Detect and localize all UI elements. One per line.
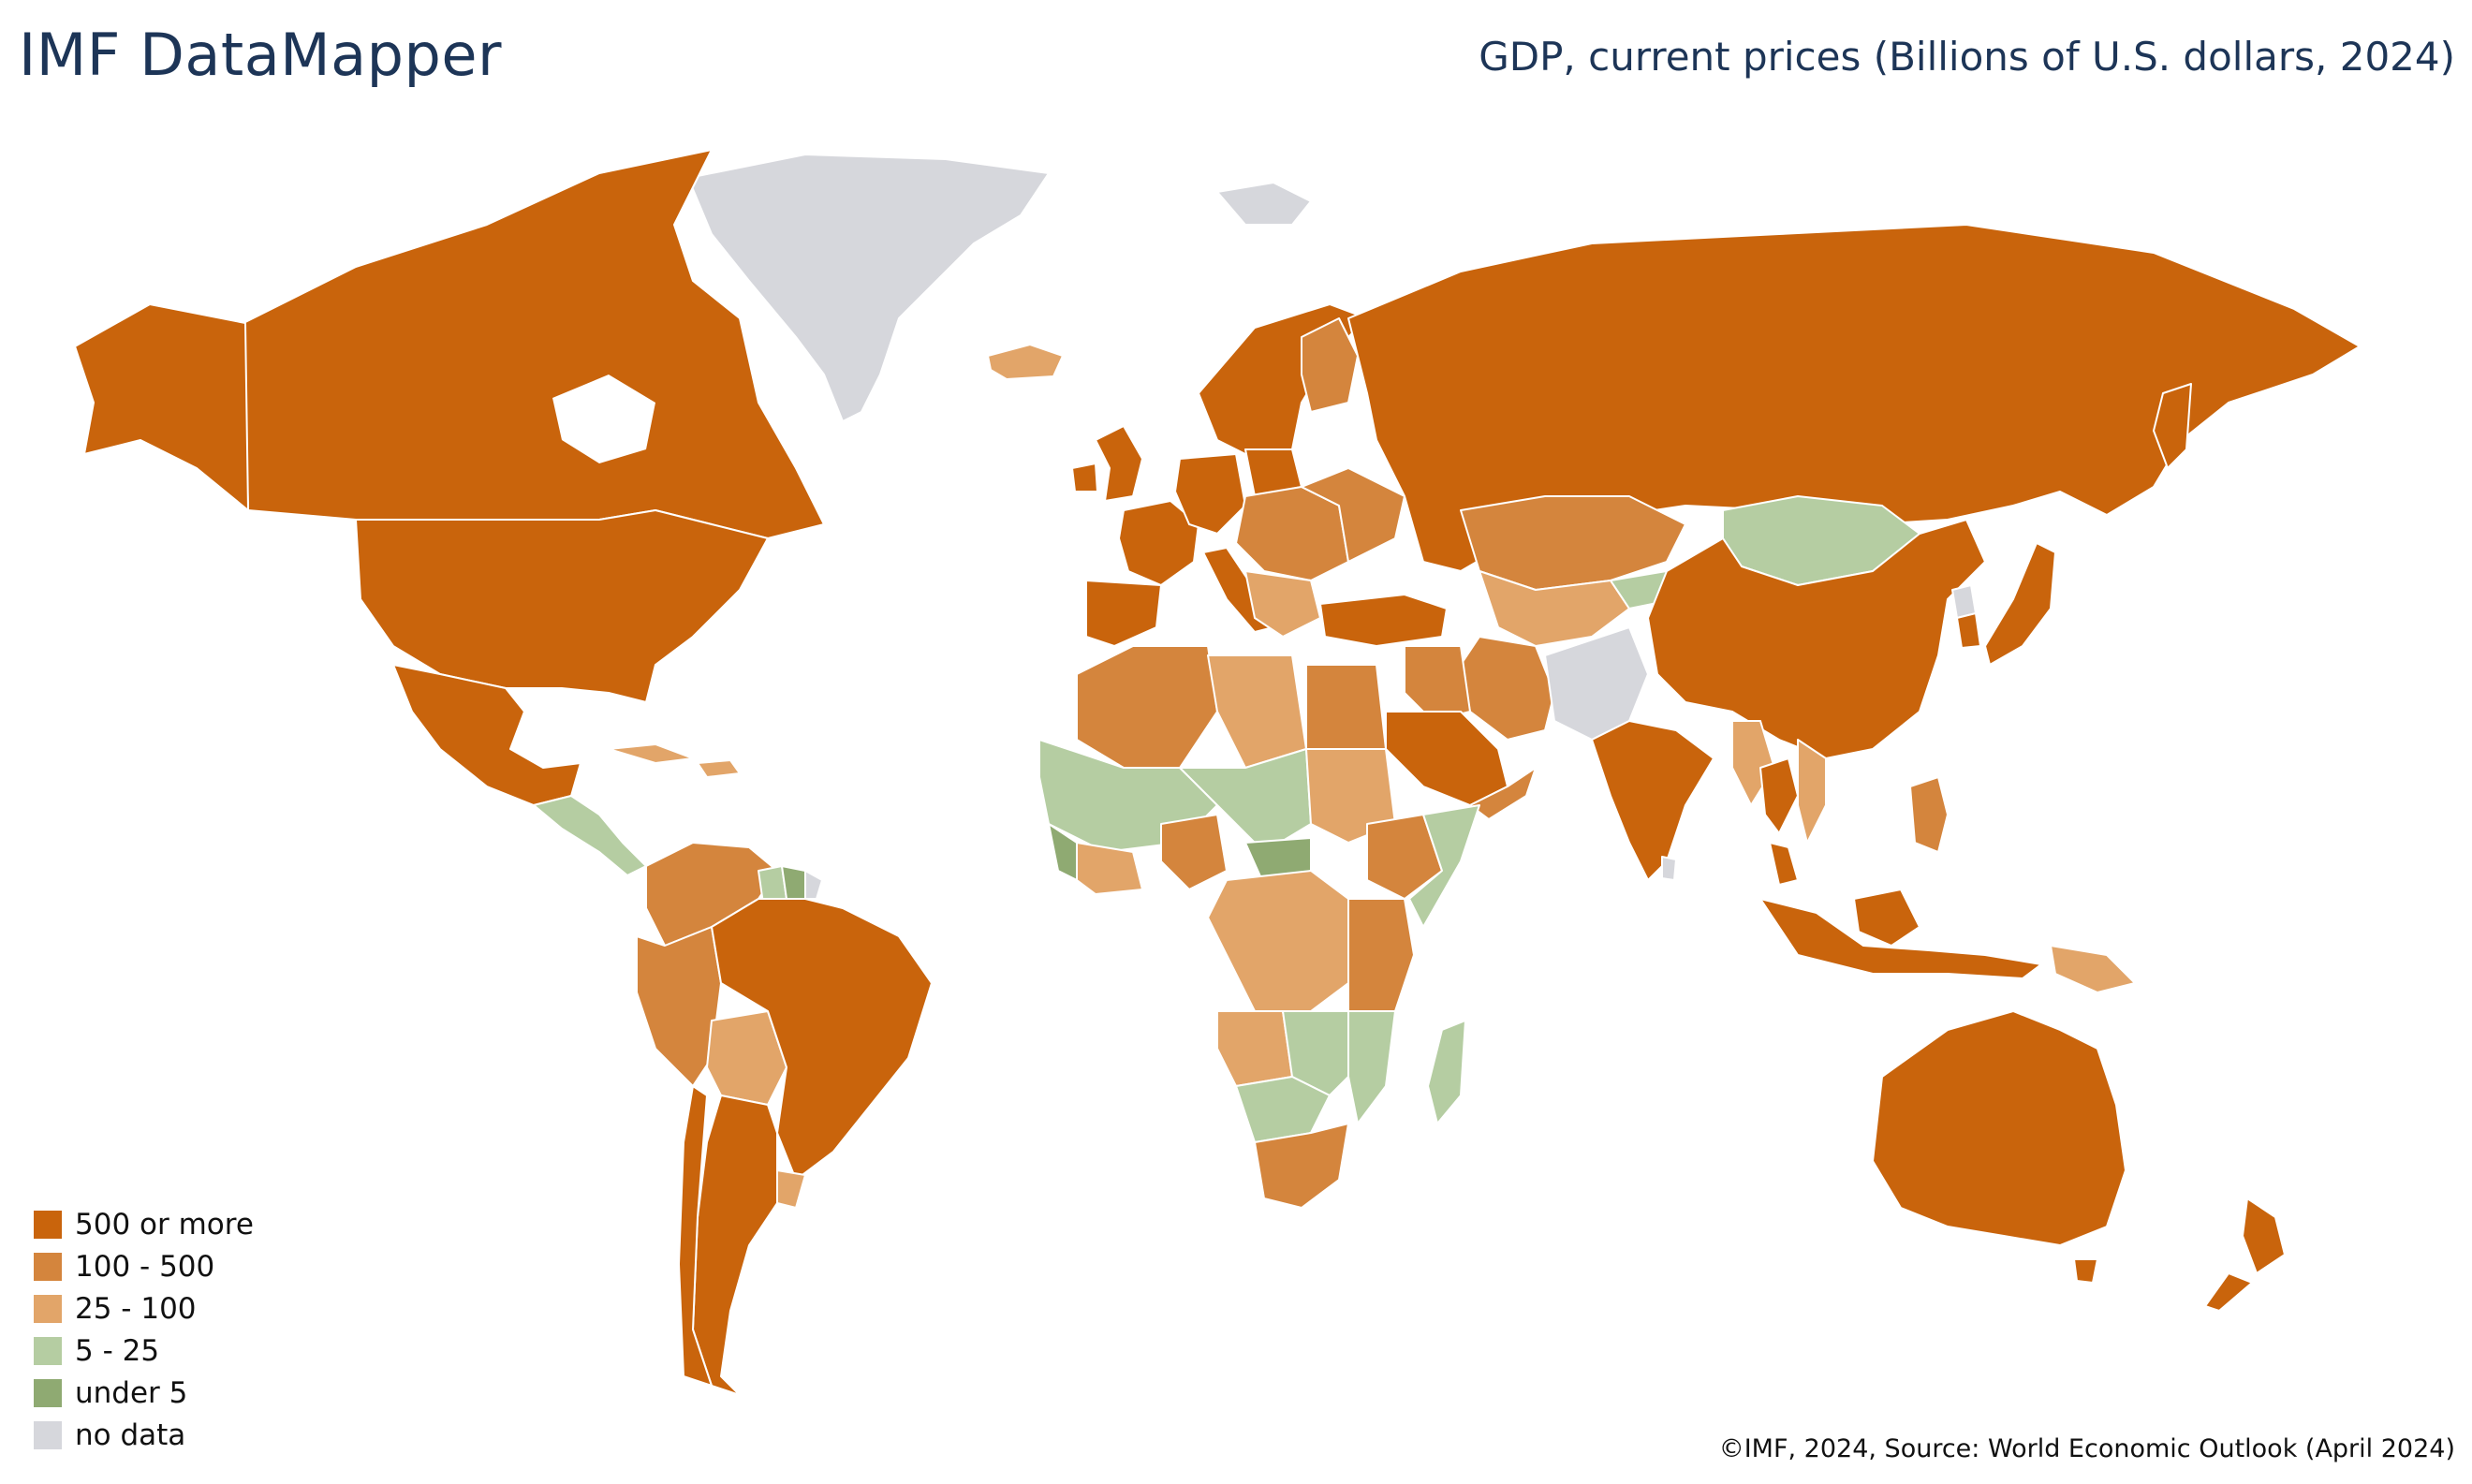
legend-swatch	[34, 1294, 62, 1323]
region-egypt[interactable]	[1305, 664, 1387, 750]
region-south-africa[interactable]	[1254, 1123, 1349, 1209]
region-iran[interactable]	[1460, 636, 1555, 741]
legend-swatch	[34, 1336, 62, 1365]
region-french-guiana[interactable]	[804, 870, 823, 900]
region-suriname[interactable]	[781, 865, 806, 900]
legend-label: no data	[75, 1418, 186, 1452]
region-libya[interactable]	[1207, 654, 1307, 769]
region-namibia-botswana[interactable]	[1235, 1076, 1331, 1143]
region-mexico[interactable]	[392, 664, 581, 806]
region-cuba[interactable]	[608, 743, 694, 764]
region-iberia[interactable]	[1085, 580, 1162, 647]
region-kenya-tanzania[interactable]	[1347, 898, 1415, 1012]
legend-item-5-25: 5 - 25	[34, 1330, 254, 1372]
region-mozambique[interactable]	[1347, 1010, 1396, 1124]
region-ireland[interactable]	[1071, 463, 1098, 492]
region-finland[interactable]	[1301, 317, 1359, 413]
region-central-america[interactable]	[533, 795, 647, 876]
region-hispaniola[interactable]	[697, 759, 741, 778]
region-india[interactable]	[1591, 720, 1714, 881]
legend-item-under-5: under 5	[34, 1372, 254, 1414]
region-indonesia[interactable]	[1759, 898, 2042, 979]
legend-label: under 5	[75, 1375, 188, 1410]
region-papua-new-guinea[interactable]	[2050, 945, 2136, 993]
region-sri-lanka[interactable]	[1661, 856, 1677, 881]
hudson-bay	[552, 375, 655, 463]
region-ethiopia[interactable]	[1366, 814, 1443, 900]
legend-label: 5 - 25	[75, 1333, 160, 1368]
region-north-korea[interactable]	[1951, 584, 1977, 619]
region-central-asia-south[interactable]	[1479, 570, 1630, 647]
region-kamchatka[interactable]	[2153, 383, 2192, 469]
region-japan[interactable]	[1984, 542, 2056, 666]
source-credit: ©IMF, 2024, Source: World Economic Outlo…	[1718, 1434, 2455, 1463]
region-australia[interactable]	[1872, 1010, 2126, 1246]
region-philippines[interactable]	[1909, 776, 1949, 853]
region-borneo[interactable]	[1853, 889, 1920, 947]
region-somalia[interactable]	[1408, 804, 1480, 928]
legend-label: 500 or more	[75, 1207, 254, 1242]
region-russia[interactable]	[1347, 224, 2361, 572]
region-united-states[interactable]	[355, 509, 769, 703]
region-south-korea[interactable]	[1956, 612, 1981, 649]
region-argentina[interactable]	[692, 1095, 778, 1396]
legend-item-25-100: 25 - 100	[34, 1287, 254, 1330]
region-uruguay[interactable]	[776, 1169, 806, 1209]
region-new-zealand-south[interactable]	[2204, 1272, 2253, 1312]
legend-label: 100 - 500	[75, 1249, 215, 1284]
region-madagascar[interactable]	[1427, 1020, 1466, 1124]
region-greenland[interactable]	[687, 154, 1050, 422]
region-angola[interactable]	[1216, 1010, 1293, 1087]
region-malaysia[interactable]	[1769, 842, 1799, 886]
region-svalbard[interactable]	[1216, 182, 1312, 226]
region-turkey[interactable]	[1319, 594, 1448, 647]
legend: 500 or more 100 - 500 25 - 100 5 - 25 un…	[34, 1203, 254, 1456]
legend-swatch	[34, 1420, 62, 1449]
legend-swatch	[34, 1210, 62, 1239]
region-north-africa-west[interactable]	[1076, 645, 1218, 769]
region-yemen-oman[interactable]	[1469, 767, 1537, 820]
map-subtitle: GDP, current prices (Billions of U.S. do…	[1479, 34, 2455, 80]
region-new-zealand[interactable]	[2242, 1197, 2286, 1274]
region-tasmania[interactable]	[2073, 1258, 2098, 1284]
legend-item-no-data: no data	[34, 1414, 254, 1456]
region-uk[interactable]	[1095, 425, 1143, 502]
legend-item-500-or-more: 500 or more	[34, 1203, 254, 1245]
region-central-africa[interactable]	[1207, 870, 1349, 1012]
region-nigeria[interactable]	[1160, 814, 1228, 890]
region-iceland[interactable]	[987, 344, 1064, 380]
region-alaska[interactable]	[74, 303, 249, 511]
region-brazil[interactable]	[711, 898, 933, 1181]
legend-swatch	[34, 1378, 62, 1407]
region-thailand[interactable]	[1759, 757, 1799, 834]
region-vietnam[interactable]	[1797, 739, 1827, 844]
legend-item-100-500: 100 - 500	[34, 1245, 254, 1287]
region-iraq-syria[interactable]	[1404, 645, 1471, 722]
region-germany[interactable]	[1174, 453, 1246, 535]
region-france[interactable]	[1118, 500, 1199, 586]
region-ghana-ivory[interactable]	[1076, 842, 1143, 895]
region-ukraine[interactable]	[1301, 467, 1405, 563]
region-balkans[interactable]	[1244, 570, 1321, 638]
map-title: IMF DataMapper	[19, 21, 503, 89]
region-chile[interactable]	[678, 1085, 713, 1387]
legend-swatch	[34, 1252, 62, 1281]
region-china[interactable]	[1647, 519, 1986, 759]
legend-label: 25 - 100	[75, 1291, 197, 1326]
